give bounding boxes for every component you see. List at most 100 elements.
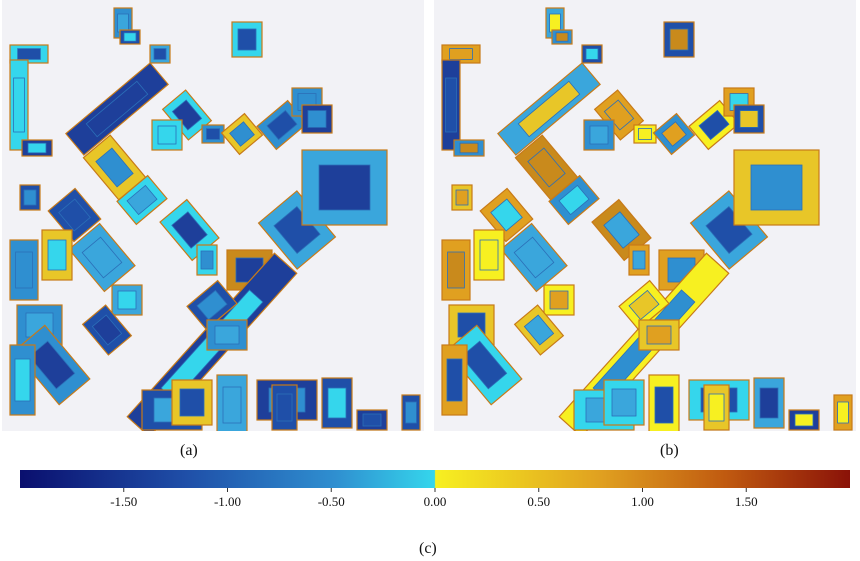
building-roof (200, 250, 214, 270)
building-roof (837, 401, 849, 424)
building-roof (327, 387, 347, 419)
building-outline (41, 229, 73, 281)
building-roof (750, 164, 803, 211)
building-footprint (301, 149, 388, 226)
building-roof (229, 121, 255, 147)
building-footprint (514, 134, 579, 201)
building-heatmap-a (2, 0, 424, 431)
building-roof (549, 13, 561, 33)
building-footprint (9, 239, 39, 301)
building-roof (654, 386, 674, 424)
building-footprint (151, 119, 183, 151)
building-roof (523, 314, 555, 346)
building-roof (214, 325, 240, 345)
caption-c: (c) (419, 540, 437, 557)
building-footprint (220, 112, 264, 156)
colorbar-tick-label: 0.00 (424, 494, 447, 509)
building-footprint (41, 229, 73, 281)
building-footprint (21, 139, 53, 157)
colorbar-tick-label: -1.00 (214, 494, 241, 509)
building-footprint (186, 279, 238, 331)
building-footprint (638, 319, 680, 351)
building-roof (318, 164, 371, 211)
building-footprint (618, 279, 670, 331)
building-roof (81, 236, 123, 279)
building-footprint (65, 62, 169, 156)
building-roof (117, 13, 129, 33)
building-roof (13, 77, 25, 133)
building-footprint (603, 379, 645, 426)
building-roof (17, 48, 41, 60)
building-roof (126, 184, 158, 216)
building-roof (558, 184, 590, 216)
building-footprint (648, 374, 680, 431)
building-roof (449, 48, 473, 60)
building-footprint (551, 29, 573, 45)
building-roof (28, 340, 76, 390)
building-footprint (9, 44, 49, 64)
building-roof (276, 393, 293, 422)
building-roof (27, 142, 47, 154)
building-footprint (473, 229, 505, 281)
building-roof (517, 80, 581, 138)
building-footprint (441, 59, 461, 151)
building-footprint (652, 112, 696, 156)
building-footprint (581, 44, 603, 64)
building-roof (527, 147, 566, 188)
building-roof (698, 109, 730, 141)
building-roof (585, 48, 599, 60)
building-footprint (453, 139, 485, 157)
colorbar-ticks: -1.50 -1.00 -0.50 0.00 0.50 1.00 1.50 (110, 488, 758, 509)
building-footprint (633, 124, 657, 144)
building-roof (196, 289, 228, 321)
building-roof (490, 198, 523, 232)
heatmap-panel-b (434, 0, 856, 431)
building-roof (646, 325, 672, 345)
colorbar-tick-label: 1.00 (631, 494, 654, 509)
building-footprint (513, 304, 565, 356)
building-roof (708, 393, 725, 422)
building-footprint (451, 184, 473, 211)
building-roof (205, 128, 220, 140)
building-footprint (271, 384, 298, 431)
building-roof (85, 80, 149, 138)
building-roof (237, 28, 257, 51)
building-roof (179, 388, 205, 417)
building-footprint (441, 239, 471, 301)
building-roof (95, 147, 134, 188)
building-roof (759, 387, 779, 419)
building-footprint (833, 394, 853, 431)
building-outline (733, 149, 820, 226)
building-roof (23, 189, 37, 206)
building-roof (171, 211, 208, 249)
building-footprint (231, 21, 263, 58)
building-roof (459, 142, 479, 154)
building-footprint (441, 344, 468, 416)
colorbar-tick-label: 1.50 (735, 494, 758, 509)
building-roof (266, 109, 298, 141)
building-footprint (196, 244, 218, 276)
building-footprint (9, 344, 36, 416)
building-roof (222, 386, 242, 424)
building-footprint (788, 409, 820, 431)
building-roof (362, 413, 382, 427)
building-roof (479, 239, 499, 271)
building-roof (632, 250, 646, 270)
building-roof (153, 48, 167, 60)
building-footprint (81, 304, 133, 356)
building-roof (15, 251, 33, 289)
building-roof (589, 125, 609, 145)
colorbar: -1.50 -1.00 -0.50 0.00 0.50 1.00 1.50 (20, 470, 850, 509)
building-footprint (321, 377, 353, 429)
caption-a: (a) (180, 442, 198, 459)
building-footprint (47, 187, 102, 243)
building-roof (794, 413, 814, 427)
building-roof (47, 239, 67, 271)
building-footprint (753, 377, 785, 429)
building-footprint (583, 119, 615, 151)
building-footprint (733, 104, 765, 134)
building-footprint (201, 124, 225, 144)
building-roof (669, 28, 689, 51)
building-roof (513, 236, 555, 279)
building-roof (445, 77, 457, 133)
